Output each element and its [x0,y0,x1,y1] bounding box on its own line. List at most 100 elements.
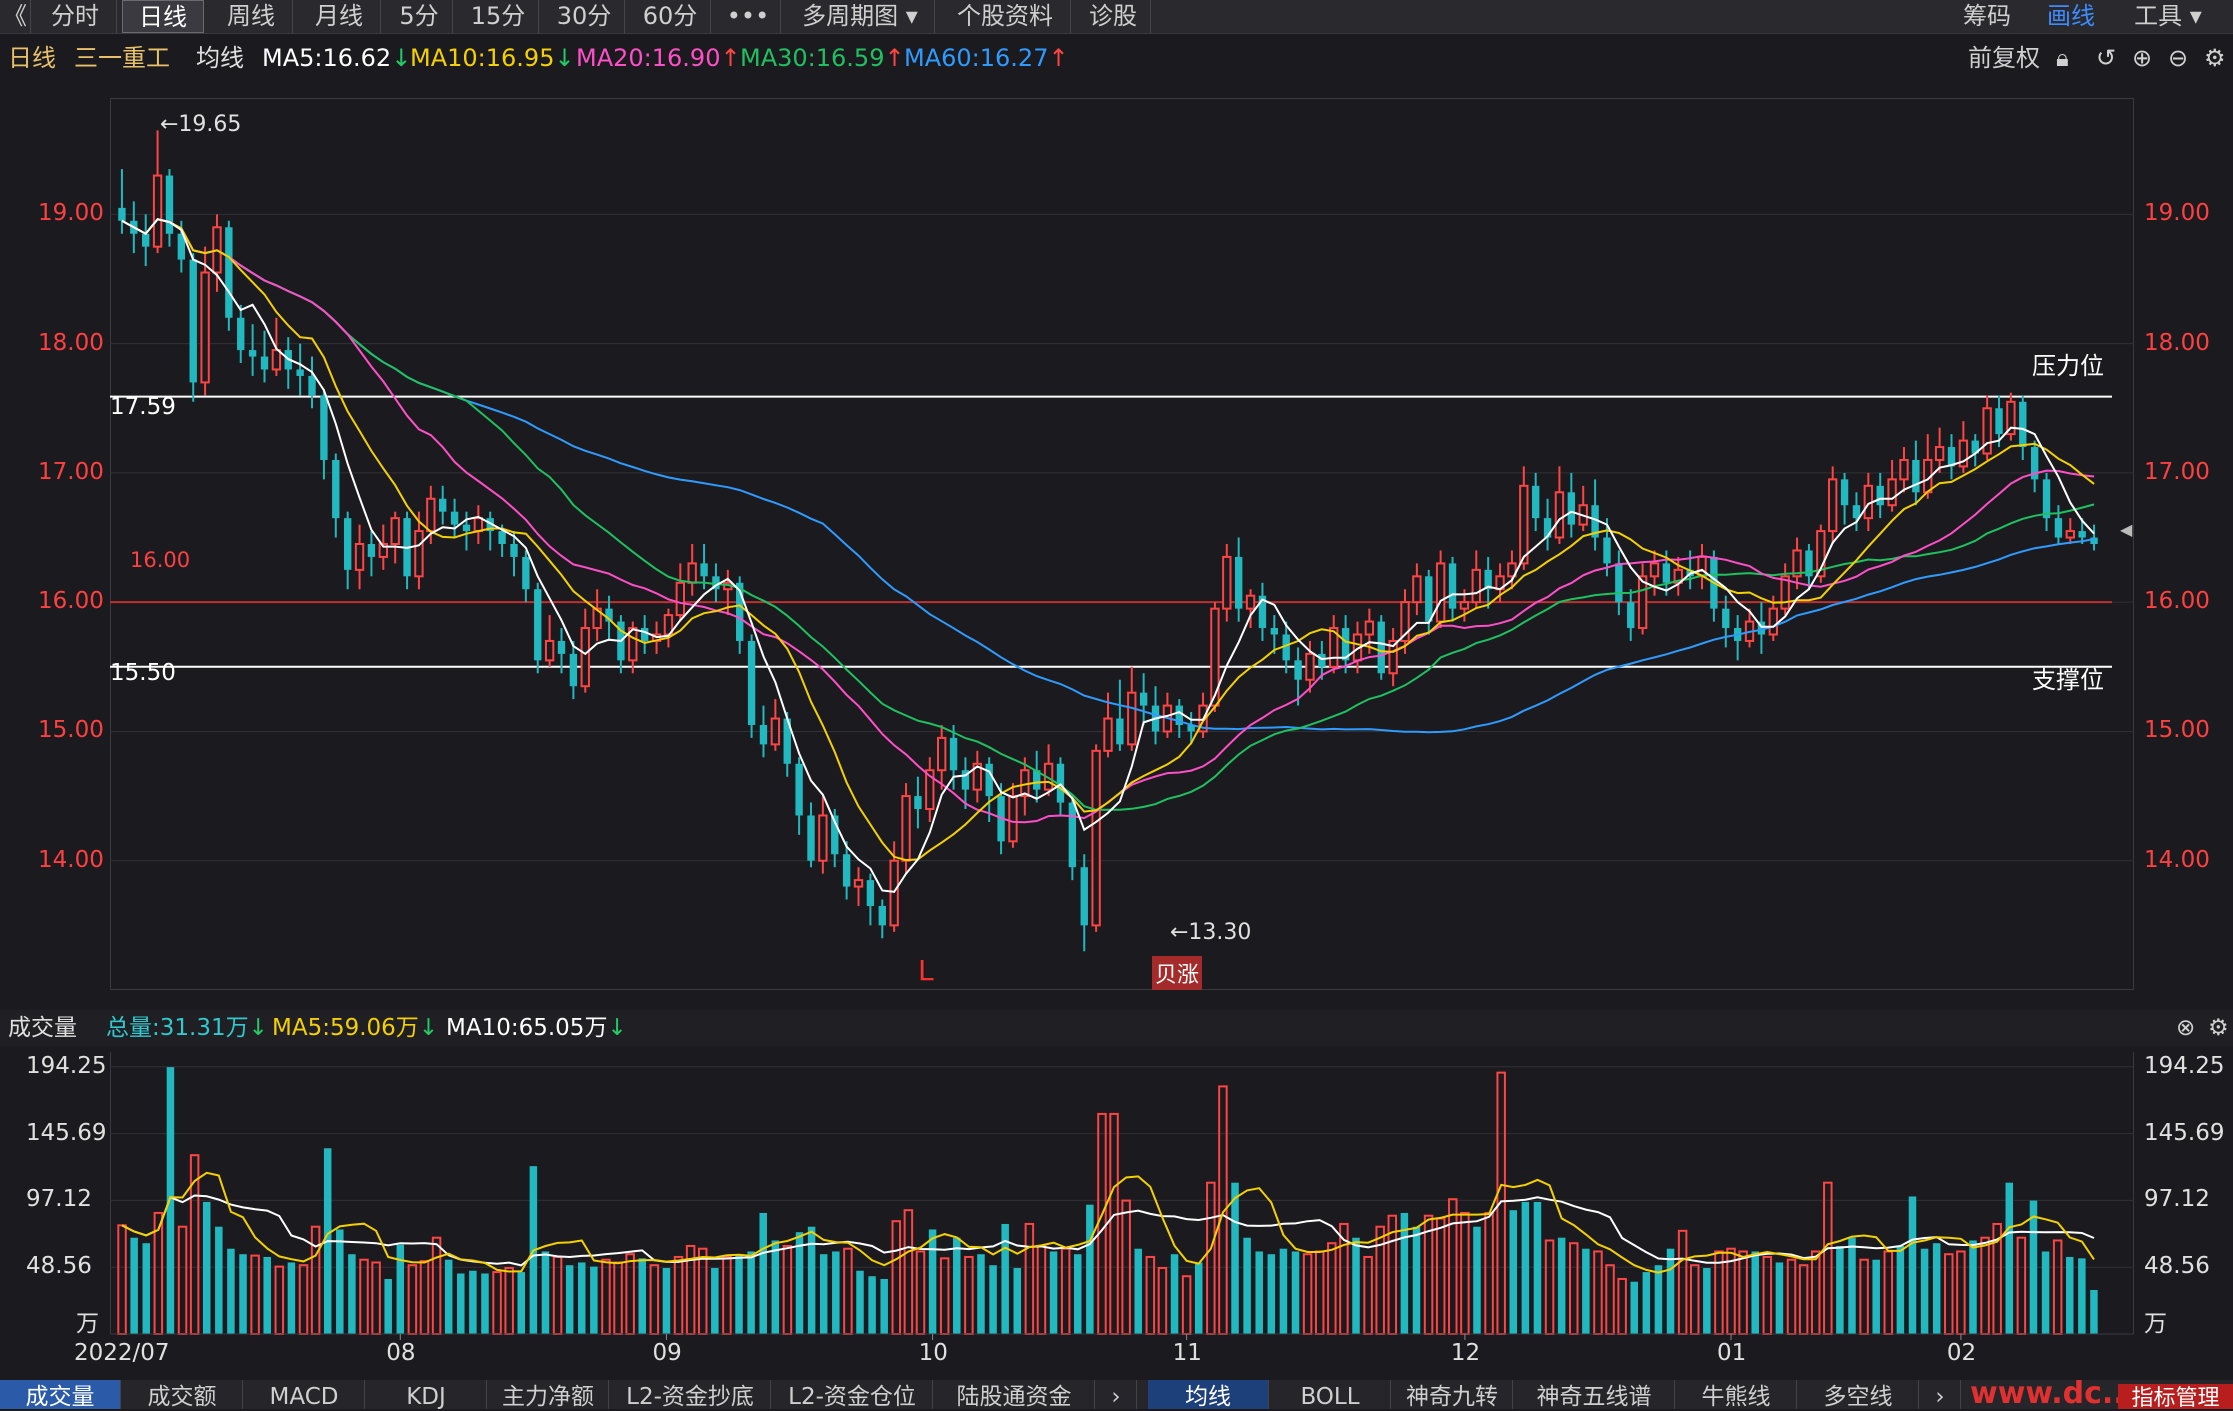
candle-body [557,640,566,654]
indicator-tab-3[interactable]: KDJ [366,1380,487,1409]
ma-label[interactable]: 均线 [196,44,244,72]
candle-body [522,556,530,590]
volume-bar [565,1265,574,1334]
back-button[interactable]: 《 [0,0,31,33]
ma60-value: MA60:16.27↑ [904,44,1069,72]
indicator-tab-8[interactable]: › [1096,1380,1137,1409]
volume-title[interactable]: 成交量 [8,1015,77,1041]
indicator-tab-13[interactable]: 牛熊线 [1676,1380,1797,1409]
candle-body [237,317,245,351]
volume-bar [1896,1245,1905,1334]
resistance-value: 17.59 [110,394,176,420]
candle-body [320,395,328,460]
candle-body [985,763,993,797]
candle-body [1934,446,1945,461]
candle-body [1637,575,1648,630]
volume-bar [431,1236,442,1335]
volume-axis-label: 97.12 [2144,1186,2210,1213]
candle-body [628,627,638,662]
volume-bar [202,1201,211,1334]
toolbar-button-1[interactable]: 日线 [122,0,204,33]
zoom-out-icon[interactable]: ⊖ [2168,44,2189,72]
toolbar-button-2[interactable]: 周线 [210,0,293,33]
candle-body [605,608,613,622]
candle-body [1768,607,1778,636]
volume-bar [2041,1251,2050,1334]
candle-body [1412,575,1422,604]
volume-bar [1908,1196,1917,1334]
zoom-in-icon[interactable]: ⊕ [2132,44,2153,72]
indicator-tab-9[interactable]: 均线 [1148,1380,1269,1409]
toolbar-button-11[interactable]: 诊股 [1076,0,1151,33]
volume-bar [1677,1229,1688,1335]
volume-bar [457,1273,465,1334]
indicator-manage-button[interactable]: 指标管理 [2118,1384,2233,1409]
toolbar-button-10[interactable]: 个股资料 [940,0,1071,33]
toolbar-button-7[interactable]: 60分 [630,0,711,33]
candle-body [544,639,555,662]
candle-body [118,207,126,221]
volume-bar [843,1247,853,1335]
volume-bar [638,1258,646,1334]
indicator-tab-0[interactable]: 成交量 [0,1380,121,1409]
candle-body [1543,518,1552,538]
volume-bar [1703,1267,1711,1334]
candle-body [2054,518,2063,538]
ma60-line [121,218,2095,734]
candle-body [390,517,400,545]
indicator-tab-7[interactable]: 陆股通资金 [934,1380,1095,1409]
settings-icon[interactable]: ⚙ [2204,44,2226,72]
zhang-marker[interactable]: 贝涨 [1152,956,1203,990]
price-axis-label: 15.00 [38,717,104,744]
indicator-tab-14[interactable]: 多空线 [1798,1380,1919,1409]
candle-body [1459,601,1470,610]
volume-bar [1231,1182,1239,1334]
ma30-value: MA30:16.59↑ [740,44,905,72]
undo-icon[interactable]: ↺ [2096,44,2117,72]
toolbar-button-0[interactable]: 分时 [34,0,117,33]
volume-settings-icon[interactable]: ⚙ [2208,1015,2229,1041]
volume-bar [384,1278,392,1334]
candle-body [1222,555,1232,610]
toolbar-button-4[interactable]: 5分 [386,0,453,33]
toolbar-button-6[interactable]: 30分 [544,0,625,33]
volume-bar [807,1226,816,1334]
ma10-value: MA10:16.95↓ [410,44,575,72]
indicator-tab-6[interactable]: L2-资金仓位 [772,1380,933,1409]
candle-body [901,795,911,862]
chips-button[interactable]: 筹码 [1963,2,2011,30]
close-indicator-icon[interactable]: ⊗ [2176,1015,2196,1041]
candle-body [1400,601,1410,642]
indicator-tab-10[interactable]: BOLL [1270,1380,1391,1409]
toolbar-button-9[interactable]: 多周期图 ▾ [786,0,935,33]
candle-body [1127,691,1137,746]
ma10-line [121,218,2095,862]
indicator-tab-5[interactable]: L2-资金抄底 [610,1380,771,1409]
toolbar-button-8[interactable]: ••• [716,0,781,33]
candle-body [1899,458,1909,481]
volume-bar [1134,1248,1142,1334]
indicator-tab-1[interactable]: 成交额 [122,1380,243,1409]
indicator-tab-11[interactable]: 神奇九转 [1392,1380,1513,1409]
volume-bar [939,1257,950,1335]
volume-bar [1243,1237,1251,1334]
candle-body [687,562,697,584]
volume-total: 总量:31.31万↓ [106,1015,268,1041]
adjust-mode[interactable]: 前复权 [1968,44,2040,72]
volume-bar [1714,1250,1724,1335]
toolbar-button-3[interactable]: 月线 [298,0,381,33]
lock-icon[interactable]: 🔒︎ [2056,44,2069,72]
indicator-tab-15[interactable]: › [1920,1380,1961,1409]
indicator-tab-2[interactable]: MACD [244,1380,365,1409]
volume-bar [1666,1248,1675,1334]
volume-bar [1060,1247,1071,1335]
indicator-tab-4[interactable]: 主力净额 [488,1380,609,1409]
tools-menu-button[interactable]: 工具 ▾ [2134,2,2202,30]
toolbar-button-5[interactable]: 15分 [458,0,539,33]
candle-body [152,174,163,248]
indicator-tab-12[interactable]: 神奇五线谱 [1514,1380,1675,1409]
l-marker[interactable]: L [918,954,934,987]
ma-info-row: 日线 三一重工 均线 MA5:16.62↓ MA10:16.95↓ MA20:1… [0,40,2233,76]
draw-line-button[interactable]: 画线 [2047,2,2095,30]
